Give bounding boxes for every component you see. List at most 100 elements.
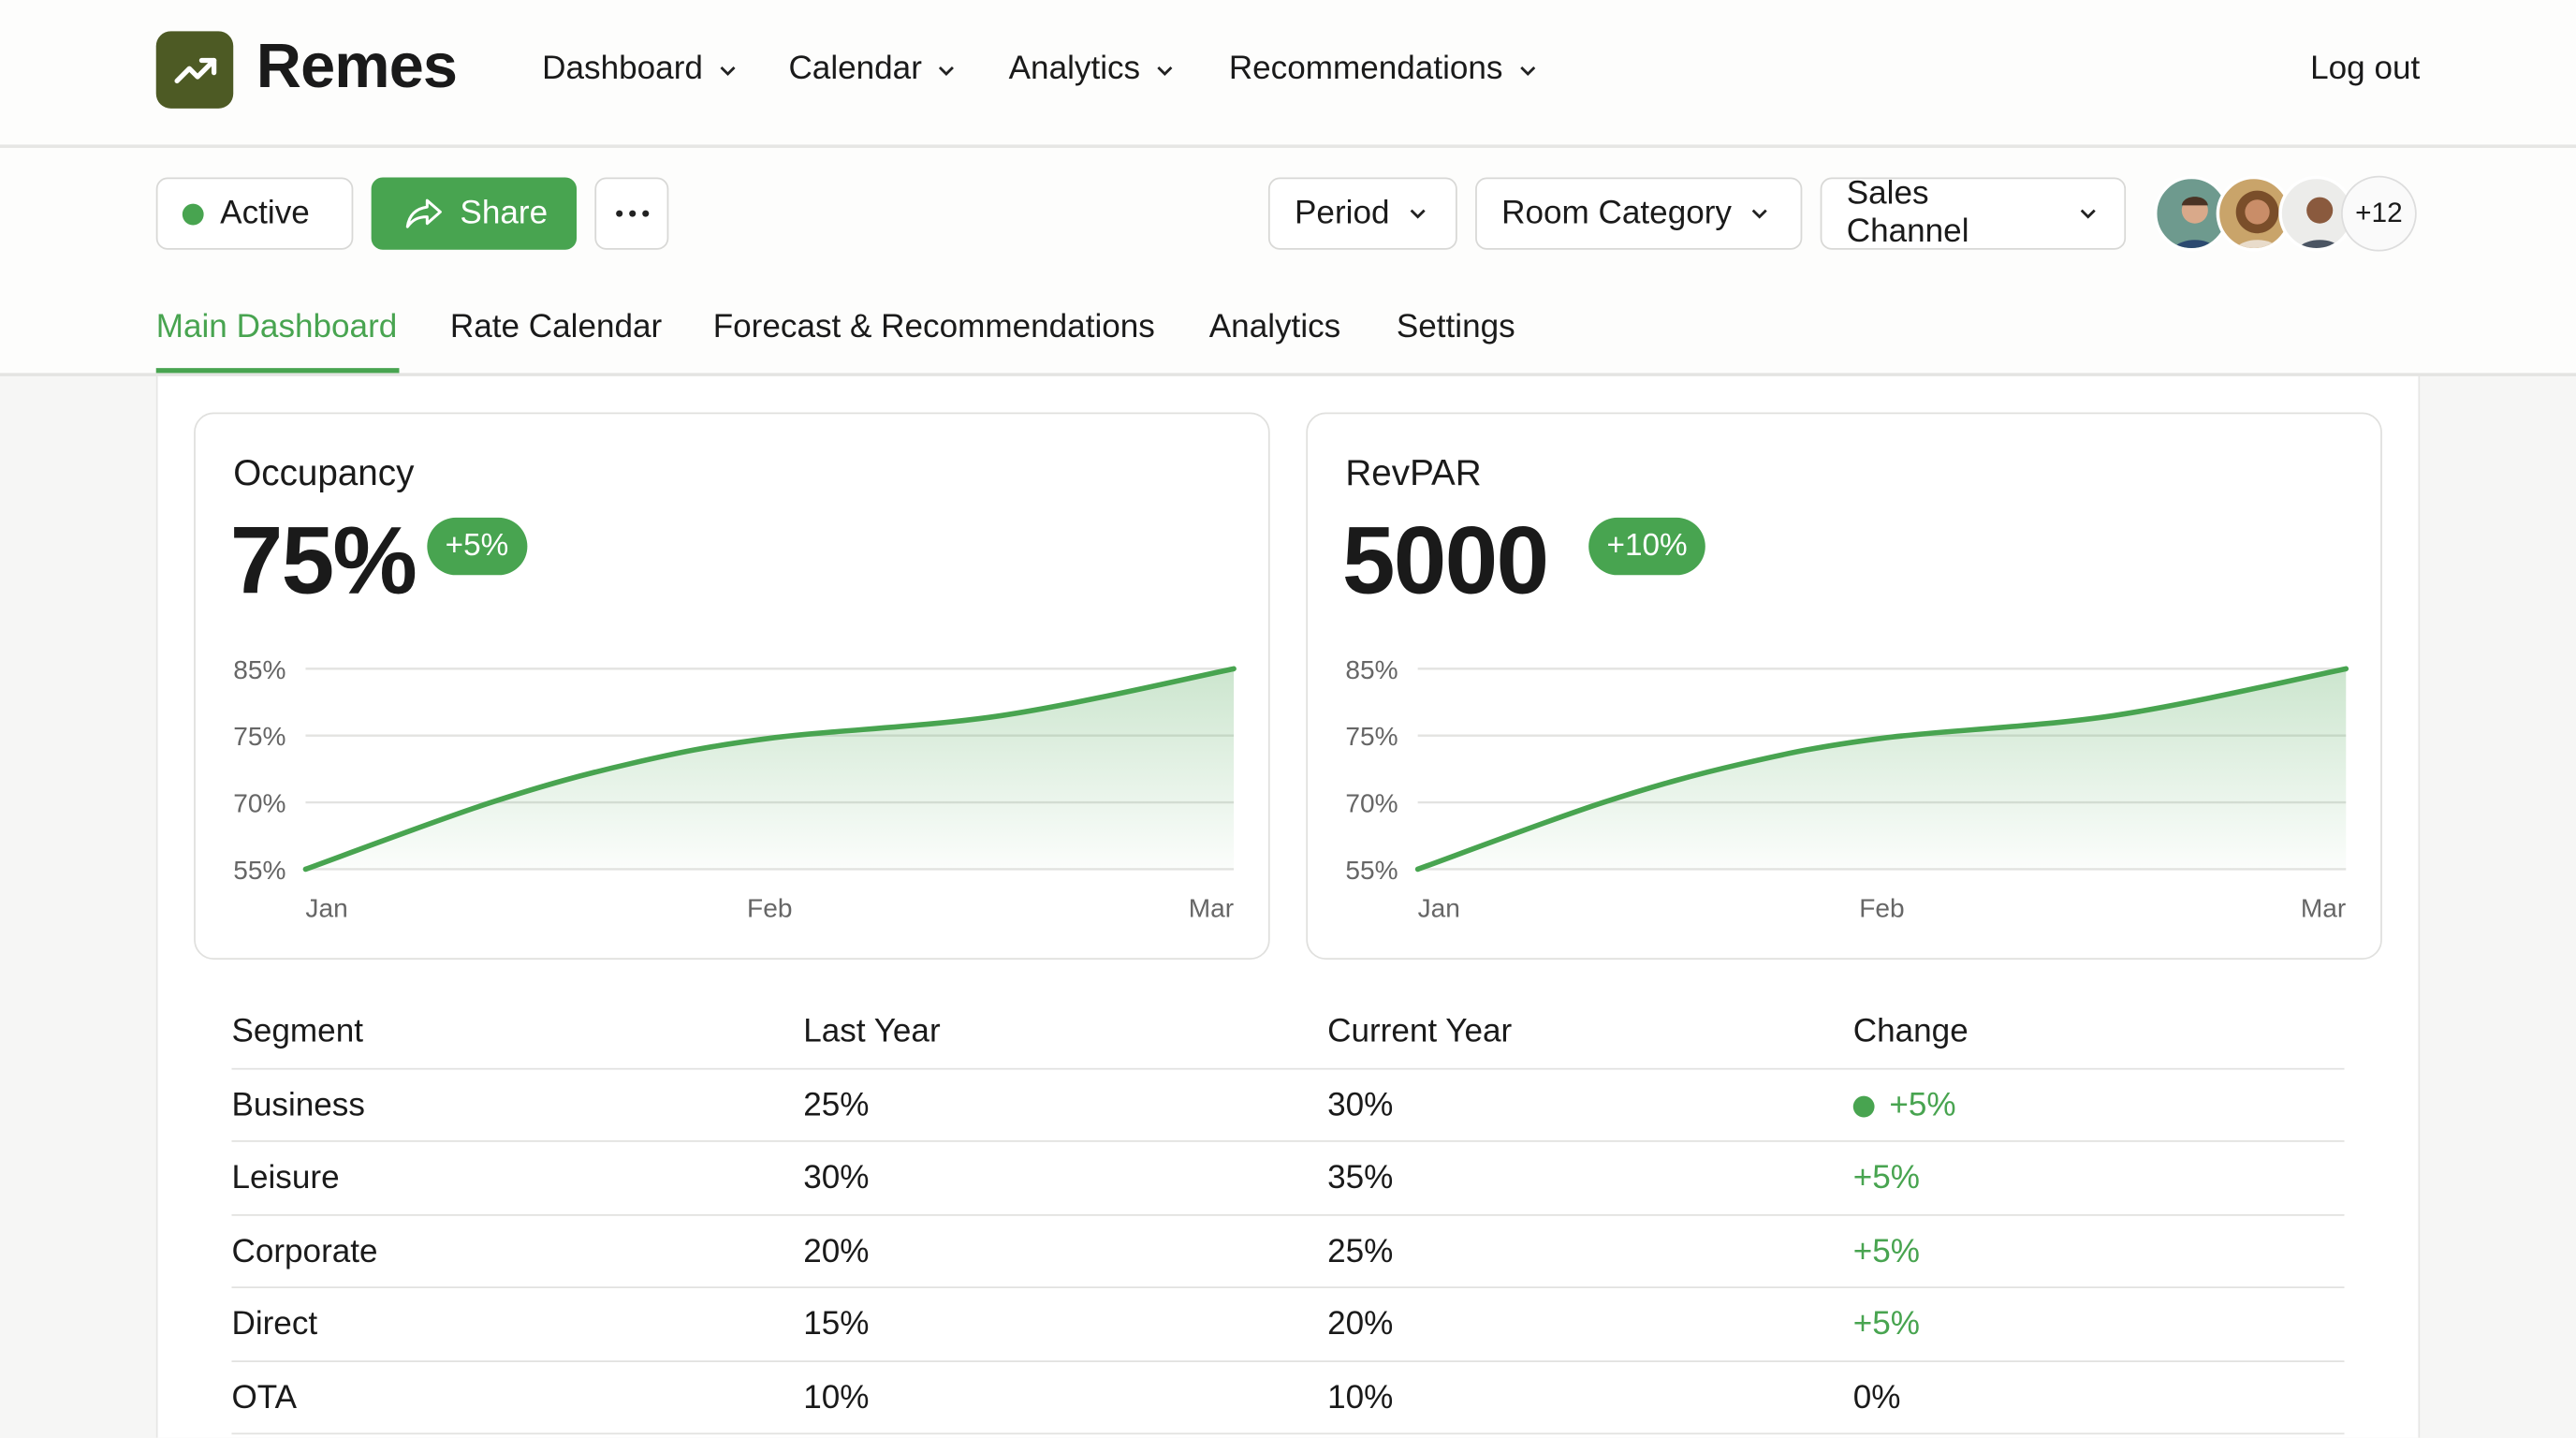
change-cell: 0% xyxy=(1853,1379,1901,1416)
logout-link[interactable]: Log out xyxy=(2310,51,2421,88)
x-tick-label: Feb xyxy=(1859,893,1904,922)
change-cell: +5% xyxy=(1853,1233,1920,1270)
current-year-cell: 35% xyxy=(1327,1160,1394,1196)
card-value: 5000 xyxy=(1341,507,1549,615)
current-year-cell: 30% xyxy=(1327,1086,1394,1123)
tab-analytics[interactable]: Analytics xyxy=(1208,308,1341,345)
tab-forecast-recommendations[interactable]: Forecast & Recommendations xyxy=(712,308,1155,345)
share-label: Share xyxy=(460,194,549,231)
last-year-cell: 20% xyxy=(803,1233,870,1269)
change-badge: +10% xyxy=(1588,517,1706,576)
column-header: Current Year xyxy=(1327,1013,1513,1050)
change-badge: +5% xyxy=(427,517,527,576)
card-title: Occupancy xyxy=(233,451,415,493)
status-button[interactable]: Active xyxy=(155,177,354,250)
last-year-cell: 25% xyxy=(803,1086,870,1123)
chevron-down-icon xyxy=(2080,209,2096,219)
tab-rate-calendar[interactable]: Rate Calendar xyxy=(449,308,663,345)
y-tick-label: 70% xyxy=(1345,789,1398,818)
nav-dashboard[interactable]: Dashboard xyxy=(542,51,739,88)
occupancy-chart: 55% 70% 75% 85% Jan Feb Mar xyxy=(233,655,1237,922)
current-year-cell: 20% xyxy=(1327,1306,1394,1343)
chevron-down-icon xyxy=(939,66,955,76)
area-fill xyxy=(1417,668,2347,870)
table-row: Leisure 30% 35% +5% xyxy=(231,1142,2345,1215)
header-divider xyxy=(0,144,2576,148)
occupancy-card: 55% 70% 75% 85% Jan Feb Mar Occupancy 75% +5% xyxy=(194,412,1270,960)
chevron-down-icon xyxy=(1410,209,1426,219)
segment-cell: Business xyxy=(231,1086,365,1123)
x-tick-label: Feb xyxy=(747,893,792,922)
y-tick-label: 55% xyxy=(233,856,285,885)
logo[interactable] xyxy=(155,31,234,109)
chevron-down-icon xyxy=(1157,66,1173,76)
table-header: Segment Last Year Current Year Change xyxy=(231,996,2345,1069)
revpar-chart: 55% 70% 75% 85% Jan Feb Mar xyxy=(1345,655,2349,922)
table-row: Direct 15% 20% +5% xyxy=(231,1288,2345,1362)
status-dot xyxy=(182,202,204,225)
more-horizontal-icon xyxy=(615,210,649,217)
table-row: OTA 10% 10% 0% xyxy=(231,1361,2345,1435)
nav-label: Analytics xyxy=(1008,51,1141,88)
segment-cell: Leisure xyxy=(231,1160,340,1196)
change-cell: +5% xyxy=(1852,1086,1956,1124)
filter-label: Room Category xyxy=(1501,194,1732,231)
series-line xyxy=(1414,666,2349,873)
segment-table: Segment Last Year Current Year Change Bu… xyxy=(231,996,2345,1435)
active-tab-indicator xyxy=(155,368,400,374)
y-tick-label: 75% xyxy=(233,722,285,751)
y-tick-label: 85% xyxy=(1345,655,1398,684)
nav-label: Dashboard xyxy=(542,51,703,88)
chevron-down-icon xyxy=(1519,66,1535,76)
change-value: +5% xyxy=(1852,1160,1920,1196)
status-label: Active xyxy=(220,194,310,231)
y-tick-label: 75% xyxy=(1345,722,1398,751)
change-value: +5% xyxy=(1852,1306,1920,1343)
chevron-down-icon xyxy=(720,66,736,76)
card-title: RevPAR xyxy=(1345,451,1482,493)
share-icon xyxy=(405,198,442,228)
area-fill xyxy=(305,668,1235,870)
sales-channel-filter[interactable]: Sales Channel xyxy=(1820,175,2127,250)
filter-label: Sales Channel xyxy=(1846,175,1969,250)
share-button[interactable]: Share xyxy=(371,177,578,250)
last-year-cell: 30% xyxy=(803,1160,870,1196)
nav-label: Recommendations xyxy=(1228,51,1503,88)
more-button[interactable] xyxy=(594,177,669,250)
current-year-cell: 10% xyxy=(1327,1379,1394,1416)
change-cell: +5% xyxy=(1853,1160,1920,1197)
segment-cell: OTA xyxy=(231,1379,298,1416)
column-header: Change xyxy=(1852,1013,1969,1050)
table-row: Corporate 20% 25% +5% xyxy=(231,1215,2345,1288)
change-value: 0% xyxy=(1852,1379,1901,1416)
period-filter[interactable]: Period xyxy=(1267,177,1457,250)
x-tick-label: Mar xyxy=(1189,893,1234,922)
x-tick-label: Mar xyxy=(2301,893,2346,922)
avatar-group[interactable]: +12 xyxy=(2153,175,2417,252)
column-header: Segment xyxy=(231,1013,363,1050)
tab-settings[interactable]: Settings xyxy=(1396,308,1515,345)
nav-analytics[interactable]: Analytics xyxy=(1009,51,1177,88)
last-year-cell: 15% xyxy=(803,1306,870,1343)
revpar-card: 55% 70% 75% 85% Jan Feb Mar RevPAR 5000 +10% xyxy=(1306,412,2382,960)
current-year-cell: 25% xyxy=(1327,1233,1394,1269)
series-line xyxy=(302,666,1237,873)
y-tick-label: 55% xyxy=(1345,856,1398,885)
last-year-cell: 10% xyxy=(803,1379,870,1416)
trending-up-icon xyxy=(173,56,216,83)
table-row: Business 25% 30% +5% xyxy=(231,1069,2345,1142)
segment-cell: Direct xyxy=(231,1306,318,1343)
status-dot xyxy=(1852,1094,1875,1117)
y-tick-label: 85% xyxy=(233,655,285,684)
nav-calendar[interactable]: Calendar xyxy=(788,51,958,88)
y-tick-label: 70% xyxy=(233,789,285,818)
tab-main-dashboard[interactable]: Main Dashboard xyxy=(155,308,398,345)
column-header: Last Year xyxy=(803,1013,941,1050)
card-value: 75% xyxy=(229,507,417,615)
nav-recommendations[interactable]: Recommendations xyxy=(1229,51,1539,88)
nav-label: Calendar xyxy=(788,51,922,88)
brand-name: Remes xyxy=(256,33,458,102)
more-avatars-count[interactable]: +12 xyxy=(2341,175,2417,252)
change-value: +5% xyxy=(1889,1086,1956,1123)
room-category-filter[interactable]: Room Category xyxy=(1475,177,1803,250)
